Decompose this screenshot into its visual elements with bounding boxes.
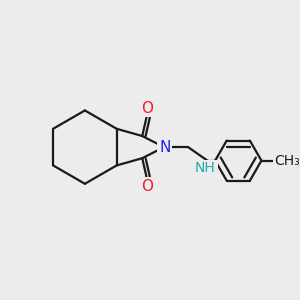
- Text: CH₃: CH₃: [274, 154, 300, 168]
- Text: NH: NH: [195, 161, 216, 175]
- Text: O: O: [141, 179, 153, 194]
- Text: O: O: [141, 100, 153, 116]
- Text: N: N: [159, 140, 171, 154]
